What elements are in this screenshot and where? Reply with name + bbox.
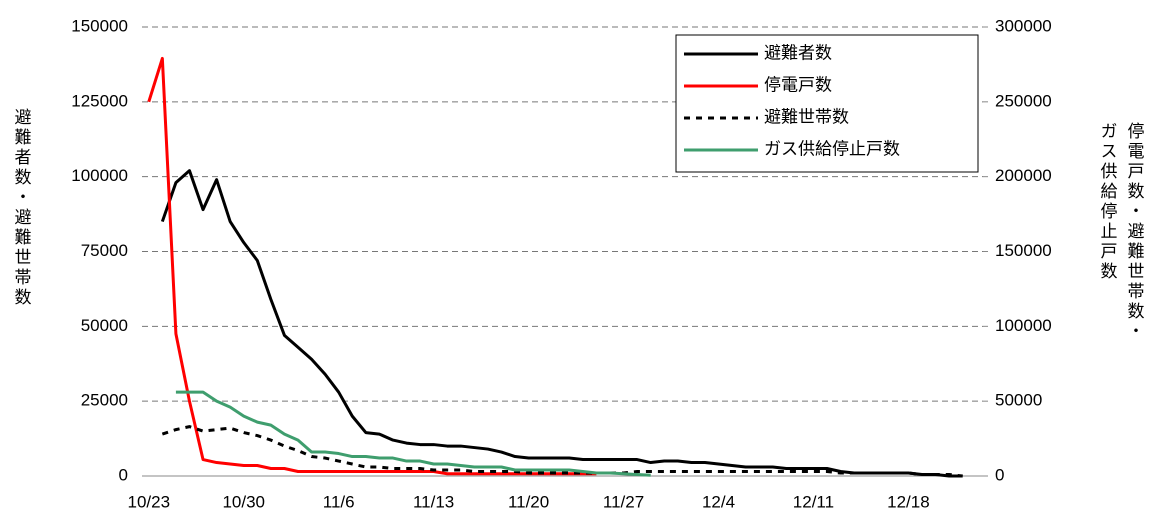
y2-tick-label: 200000: [995, 166, 1052, 185]
x-tick-label: 11/6: [323, 492, 355, 511]
y2-tick-label: 150000: [995, 241, 1052, 260]
x-tick-label: 12/18: [887, 492, 930, 511]
x-tick-label: 10/23: [128, 492, 171, 511]
x-tick-label: 11/20: [508, 492, 549, 511]
x-tick-label: 10/30: [222, 492, 265, 511]
x-tick-label: 11/13: [413, 492, 454, 511]
legend-label: 停電戸数: [764, 75, 832, 94]
y-tick-label: 25000: [81, 391, 128, 410]
y2-tick-label: 0: [995, 465, 1004, 484]
y-axis-title: 避難者数・避難世帯数: [12, 108, 32, 308]
legend-label: 避難者数: [764, 43, 832, 62]
y2-tick-label: 250000: [995, 91, 1052, 110]
y-tick-label: 75000: [81, 241, 128, 260]
legend-label: 避難世帯数: [764, 107, 849, 126]
y-tick-label: 0: [119, 465, 128, 484]
series-line: [160, 169, 963, 478]
series-line: [147, 56, 597, 476]
y-tick-label: 125000: [71, 91, 128, 110]
y2-tick-label: 300000: [995, 16, 1052, 35]
x-tick-label: 12/11: [793, 492, 834, 511]
y2-tick-label: 100000: [995, 316, 1052, 335]
legend-label: ガス供給停止戸数: [764, 139, 900, 158]
x-tick-label: 12/4: [702, 492, 735, 511]
series-line: [175, 390, 651, 477]
y-tick-label: 150000: [71, 16, 128, 35]
x-tick-label: 11/27: [603, 492, 644, 511]
y-tick-label: 50000: [81, 316, 128, 335]
y-tick-label: 100000: [71, 166, 128, 185]
y2-axis-title: 停電戸数・避難世帯数・: [1125, 122, 1145, 342]
y2-axis-title: ガス供給停止戸数: [1098, 122, 1118, 282]
y2-tick-label: 50000: [995, 391, 1042, 410]
series-line: [161, 425, 963, 478]
